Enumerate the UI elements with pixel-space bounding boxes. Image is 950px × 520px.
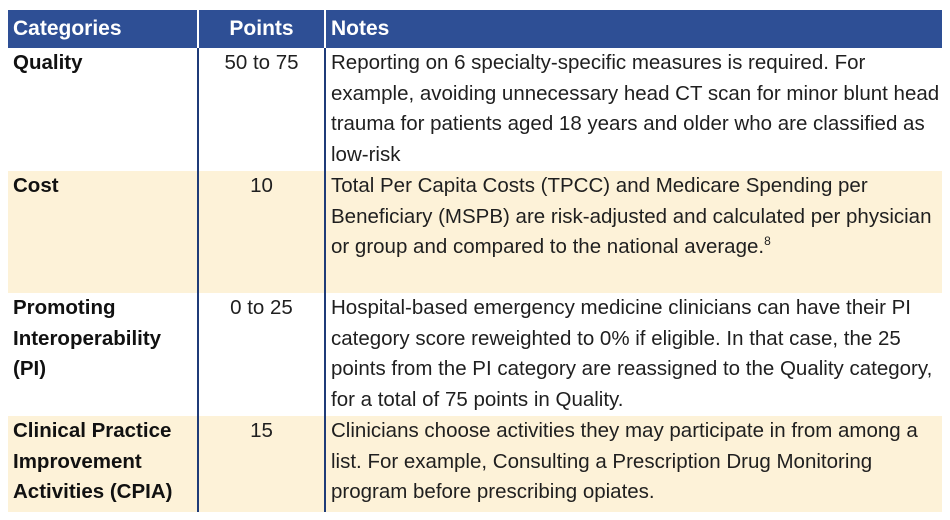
points-cell: 15 <box>198 416 326 512</box>
table-row-cpia: Clinical Practice Improvement Activities… <box>8 416 942 512</box>
table-header-row: Categories Points Notes <box>8 10 942 48</box>
table-row-cost: Cost 10 Total Per Capita Costs (TPCC) an… <box>8 171 942 293</box>
points-cell: 50 to 75 <box>198 48 326 171</box>
notes-cell: Hospital-based emergency medicine clinic… <box>325 293 942 416</box>
notes-text: Clinicians choose activities they may pa… <box>331 419 918 504</box>
footnote-marker: 8 <box>764 234 771 249</box>
notes-cell: Reporting on 6 specialty-specific measur… <box>325 48 942 171</box>
points-cell: 10 <box>198 171 326 293</box>
table-row-quality: Quality 50 to 75 Reporting on 6 specialt… <box>8 48 942 171</box>
points-cell: 0 to 25 <box>198 293 326 416</box>
category-cell: Promoting Interoperability (PI) <box>8 293 199 416</box>
notes-text: Total Per Capita Costs (TPCC) and Medica… <box>331 174 932 259</box>
header-notes: Notes <box>325 10 942 48</box>
header-points: Points <box>198 10 326 48</box>
notes-text: Hospital-based emergency medicine clinic… <box>331 296 933 411</box>
category-cell: Quality <box>8 48 199 171</box>
category-cell: Clinical Practice Improvement Activities… <box>8 416 199 512</box>
table-row-promoting-interoperability: Promoting Interoperability (PI) 0 to 25 … <box>8 293 942 416</box>
scoring-table-container: Categories Points Notes Quality 50 to 75… <box>8 10 942 512</box>
category-cell: Cost <box>8 171 199 293</box>
notes-text: Reporting on 6 specialty-specific measur… <box>331 51 940 166</box>
mips-scoring-table: Categories Points Notes Quality 50 to 75… <box>8 10 942 512</box>
notes-cell: Clinicians choose activities they may pa… <box>325 416 942 512</box>
notes-cell: Total Per Capita Costs (TPCC) and Medica… <box>325 171 942 293</box>
header-categories: Categories <box>8 10 199 48</box>
